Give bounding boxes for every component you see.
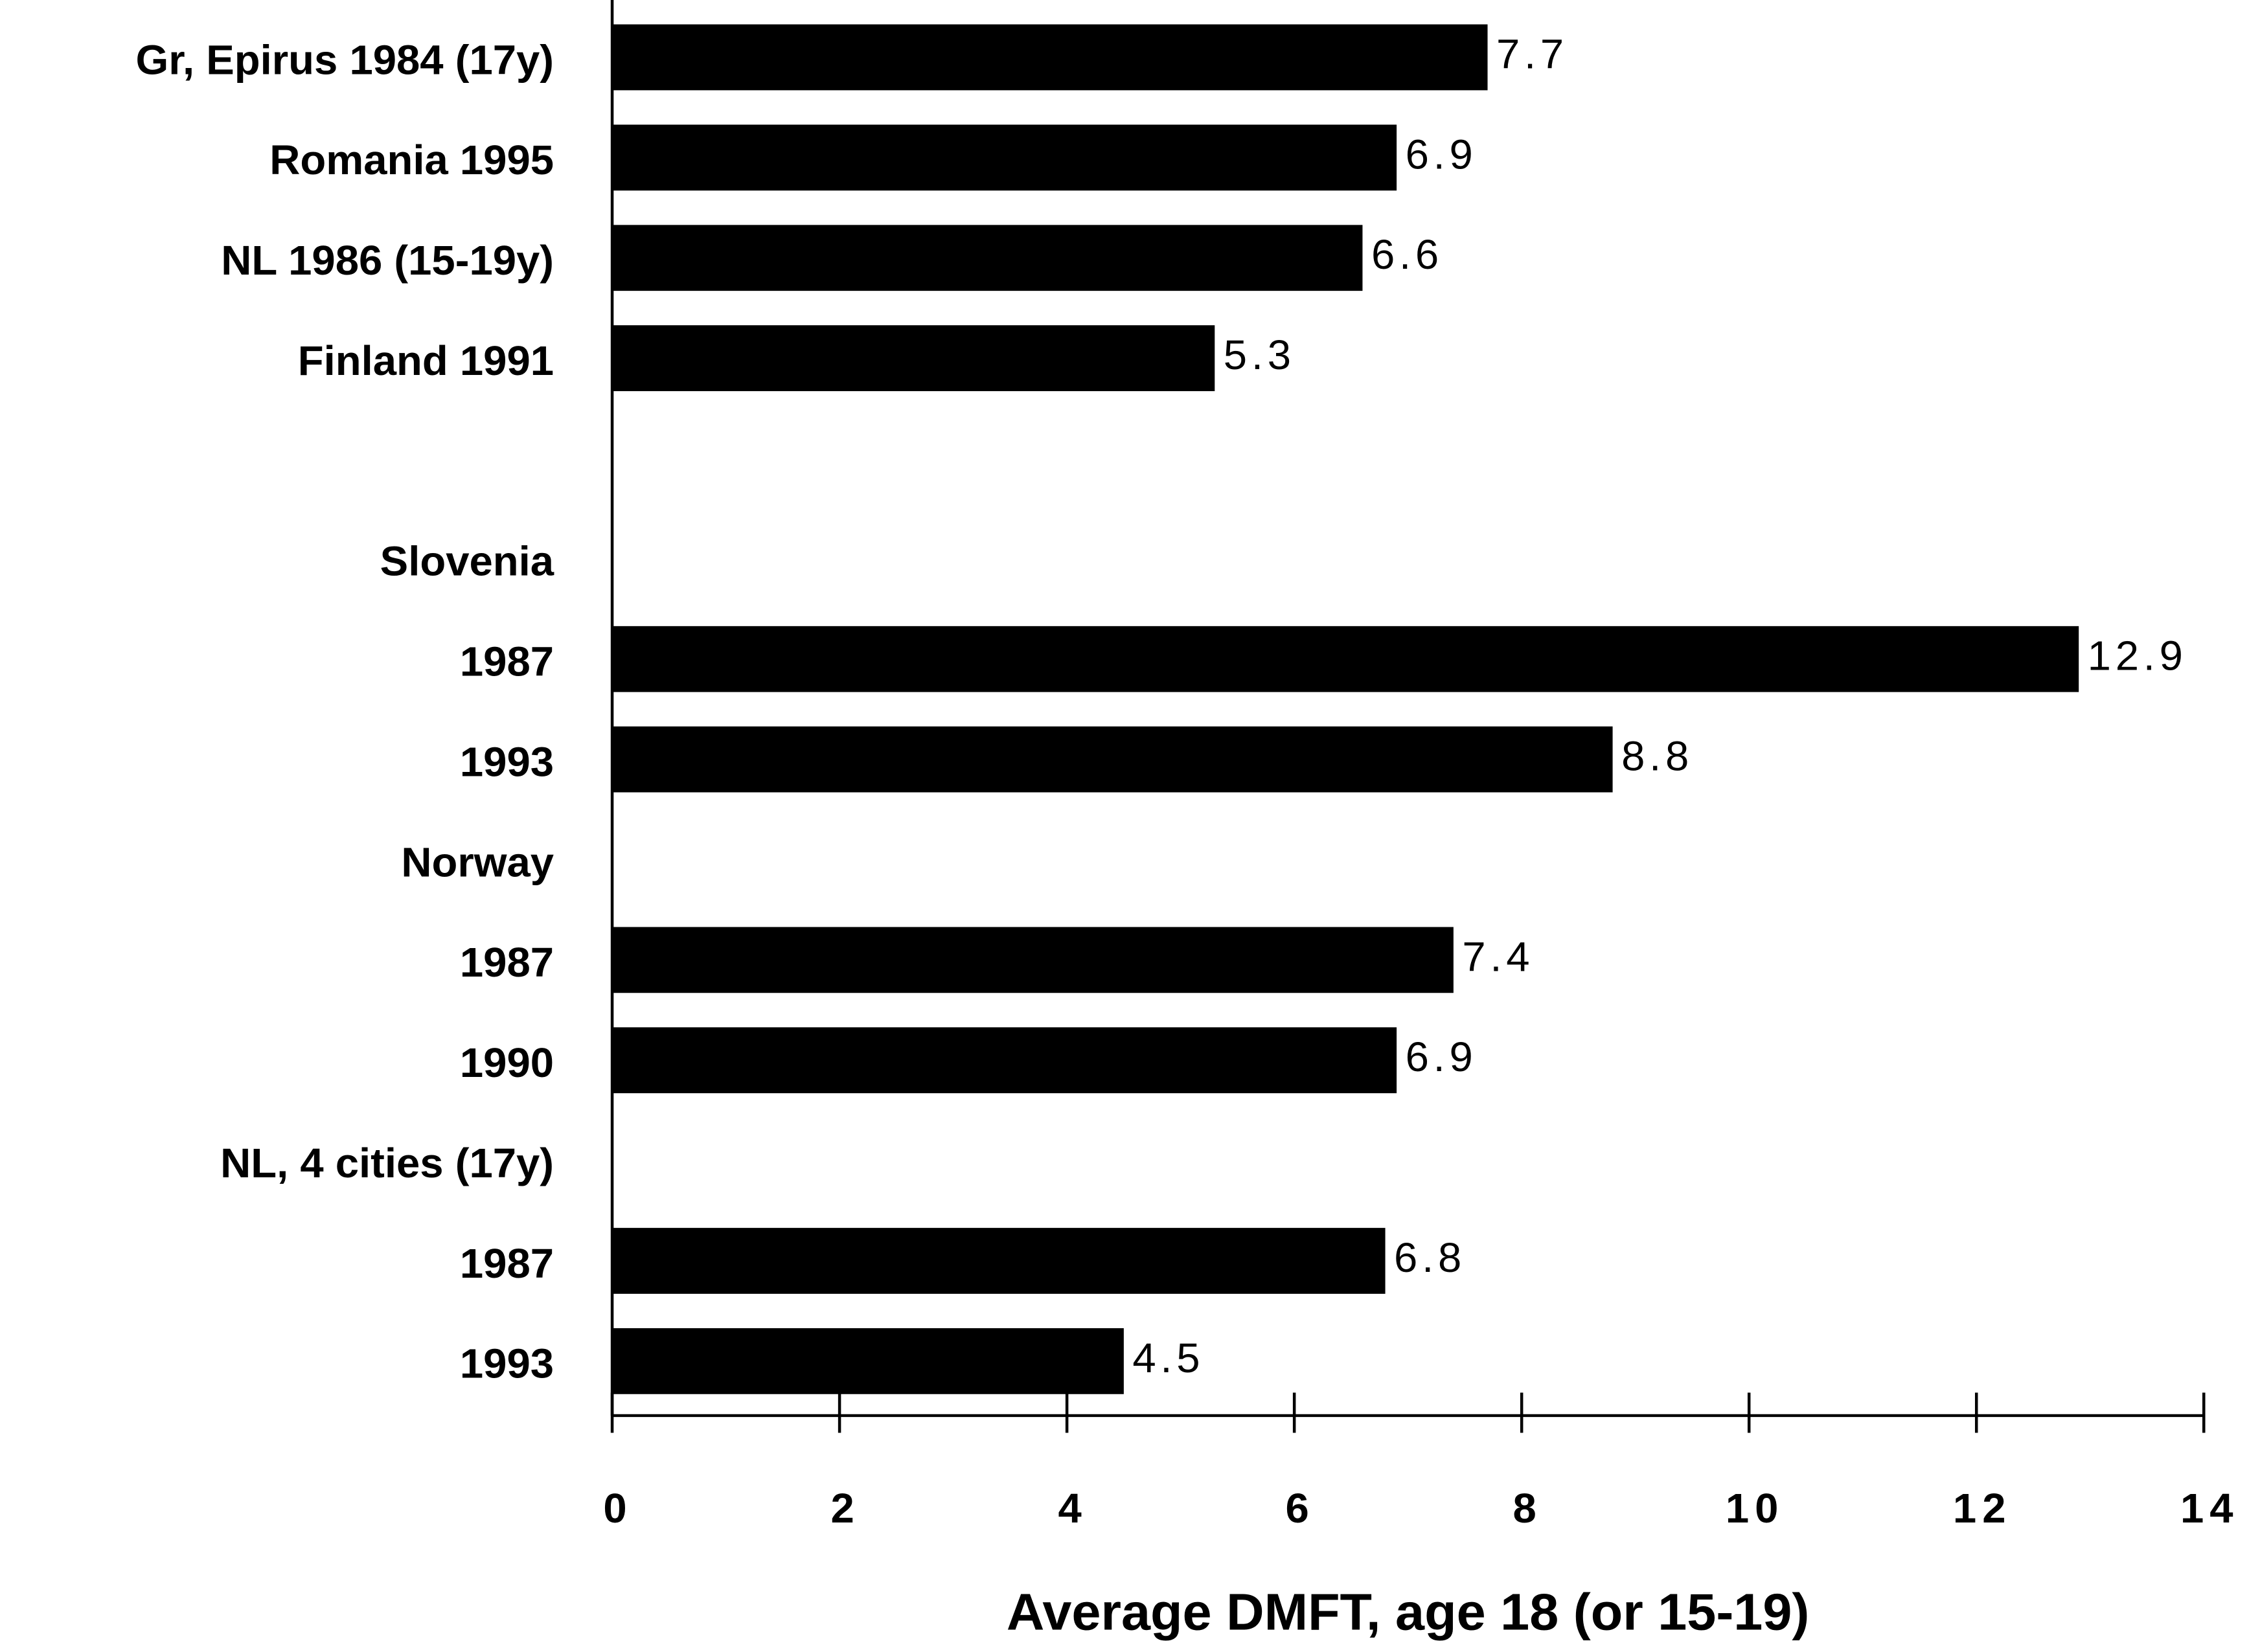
bar: [612, 1328, 1124, 1394]
x-axis-label: Average DMFT, age 18 (or 15-19): [1007, 1583, 1810, 1641]
y-tick-label: 1993: [460, 738, 554, 785]
bar: [612, 325, 1215, 392]
y-tick-label: 1990: [460, 1039, 554, 1086]
y-tick-label: 1987: [460, 638, 554, 685]
y-tick-label: Gr, Epirus 1984 (17y): [135, 36, 554, 83]
bar: [612, 1027, 1397, 1094]
data-label: 6.6: [1371, 231, 1443, 278]
data-label: 12.9: [2088, 632, 2187, 679]
data-label: 6.8: [1394, 1234, 1466, 1280]
y-tick-label: 1987: [460, 939, 554, 986]
x-tick-label: 12: [1953, 1485, 2012, 1532]
x-tick-label: 4: [1058, 1485, 1087, 1532]
bar: [612, 225, 1363, 291]
y-tick-label: 1993: [460, 1340, 554, 1386]
data-label: 7.7: [1496, 30, 1568, 77]
y-tick-label: Finland 1991: [298, 337, 554, 383]
data-label: 7.4: [1462, 933, 1534, 980]
y-tick-label: NL 1986 (15-19y): [221, 237, 554, 284]
y-tick-label: NL, 4 cities (17y): [220, 1139, 554, 1186]
bar: [612, 726, 1613, 793]
x-tick-label: 6: [1285, 1485, 1314, 1532]
bar: [612, 124, 1397, 191]
x-tick-label: 0: [603, 1485, 632, 1532]
x-tick-label: 8: [1513, 1485, 1542, 1532]
bar: [612, 24, 1488, 91]
bar: [612, 1228, 1386, 1294]
x-tick-label: 14: [2180, 1485, 2239, 1532]
data-label: 8.8: [1621, 732, 1693, 779]
bar: [612, 927, 1454, 993]
data-label: 5.3: [1224, 332, 1296, 378]
data-label: 6.9: [1406, 1034, 1478, 1080]
x-tick-label: 10: [1726, 1485, 1785, 1532]
bar: [612, 626, 2079, 692]
data-label: 6.9: [1406, 131, 1478, 177]
x-tick-label: 2: [830, 1485, 860, 1532]
y-tick-label: Slovenia: [380, 537, 554, 584]
y-tick-label: Romania 1995: [269, 137, 554, 183]
y-tick-label: 1987: [460, 1239, 554, 1286]
data-label: 4.5: [1132, 1334, 1204, 1381]
y-tick-label: Norway: [401, 839, 554, 885]
